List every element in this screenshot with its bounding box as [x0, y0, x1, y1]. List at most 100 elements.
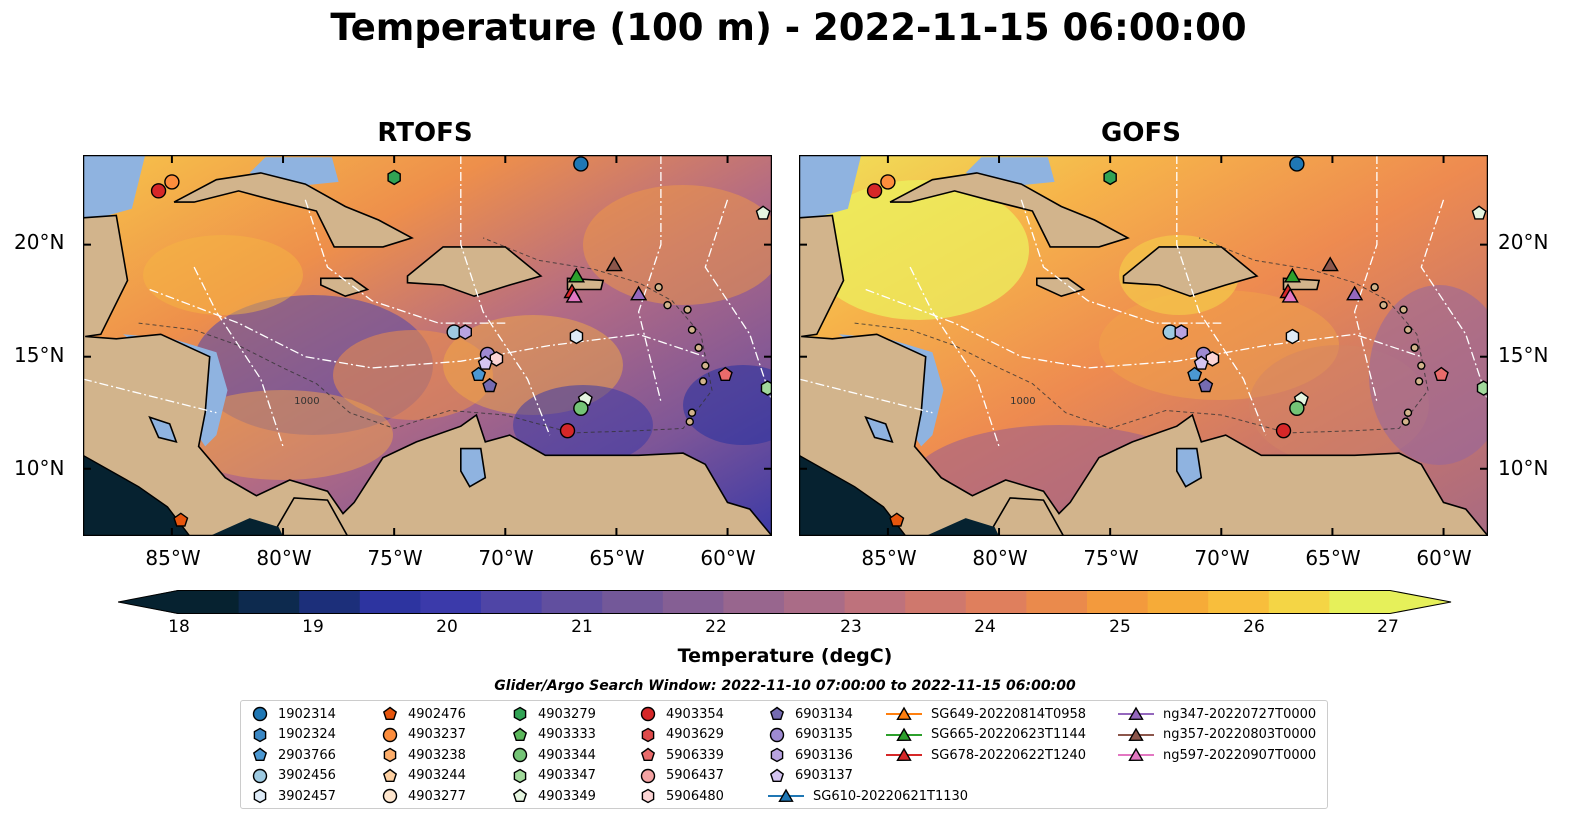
legend-item: SG665-20220623T1144 [886, 725, 1086, 745]
legend-pentagon-icon [382, 768, 398, 782]
legend-circle-icon [382, 727, 398, 742]
legend-item: ng597-20220907T0000 [1118, 745, 1316, 765]
legend-label: 5906480 [666, 788, 724, 804]
legend-label: 4903347 [538, 768, 596, 783]
temperature-anomaly [683, 365, 772, 445]
legend-item: 4903277 [381, 786, 466, 806]
legend-label: 4903279 [538, 706, 596, 722]
land-cordilleraCenter [270, 497, 349, 536]
colorbar-segment [965, 590, 1027, 614]
observation-marker [150, 183, 167, 199]
island [1401, 417, 1410, 426]
colorbar-segment [541, 590, 603, 614]
pacific-ocean [925, 518, 999, 536]
land-jamaica [320, 277, 370, 298]
legend-item: 5906480 [639, 786, 724, 806]
eez-boundary [637, 155, 662, 402]
legend-circle-icon [252, 706, 268, 722]
legend-item: ng347-20220727T0000 [1118, 704, 1316, 724]
legend-item: 1902314 [251, 704, 336, 724]
land-lakeMaracaibo [459, 447, 487, 488]
lon-label-70w-right: 70°W [1194, 546, 1250, 570]
lon-label-75w-right: 75°W [1083, 546, 1139, 570]
land-cuba [173, 172, 414, 248]
map-frame [83, 155, 772, 536]
gofs-map: 1000 [799, 155, 1488, 536]
legend-item: 4903244 [381, 766, 466, 786]
legend-label: 1902314 [278, 706, 336, 722]
island [1403, 408, 1413, 417]
eez-boundary [1176, 155, 1267, 436]
legend-label: SG610-20220621T1130 [813, 788, 969, 804]
temperature-anomaly [809, 180, 1029, 320]
legend-line-triangle-icon [1118, 747, 1154, 762]
observation-marker [1476, 380, 1488, 396]
eez-boundary [909, 266, 1000, 447]
colorbar-segment [238, 590, 300, 614]
land-jamaica [1036, 277, 1086, 298]
legend-hexagon-icon [513, 768, 527, 783]
legend-circle-icon [252, 768, 268, 783]
land-lakeMaracaibo [1175, 447, 1203, 488]
eez-boundary [193, 266, 284, 447]
lat-label-15n: 15°N [14, 343, 65, 367]
island [698, 377, 708, 386]
legend-label: SG678-20220622T1240 [931, 747, 1087, 763]
legend-line-triangle-icon [768, 788, 804, 803]
map-frame [799, 155, 1488, 536]
colorbar-segment [662, 590, 724, 614]
colorbar-segment [1329, 590, 1391, 614]
observation-marker [489, 351, 504, 367]
legend-line-triangle-icon [886, 747, 922, 762]
legend-item: ng357-20220803T0000 [1118, 725, 1316, 745]
colorbar-tick-21: 21 [571, 617, 593, 637]
lat-label-10n: 10°N [14, 456, 65, 480]
observation-marker [760, 380, 772, 396]
colorbar-segment [481, 590, 543, 614]
legend-label: 4903237 [408, 727, 466, 742]
legend-label: ng357-20220803T0000 [1163, 727, 1317, 742]
legend-item: 1902324 [251, 725, 336, 745]
panel-title-gofs: GOFS [1101, 118, 1181, 148]
island [1403, 325, 1413, 335]
legend-label: 2903766 [278, 747, 336, 763]
observation-marker [630, 285, 648, 301]
legend-line-triangle-icon [1118, 706, 1154, 721]
figure-title: Temperature (100 m) - 2022-11-15 06:00:0… [330, 6, 1247, 49]
lon-label-65w: 65°W [589, 546, 645, 570]
colorbar-tick-25: 25 [1109, 617, 1131, 637]
island [687, 325, 697, 335]
temperature-anomaly [143, 235, 303, 315]
legend-item: 5906437 [639, 766, 724, 786]
island [1410, 343, 1419, 352]
eez-boundary [1020, 199, 1222, 324]
legend-label: 4903344 [538, 747, 596, 763]
land-lakeNicaragua [864, 415, 894, 444]
island [1414, 377, 1424, 386]
lon-label-85w-right: 85°W [861, 546, 917, 570]
observation-marker [173, 512, 189, 527]
legend-label: 3902457 [278, 788, 336, 804]
observation-marker [458, 324, 472, 340]
colorbar-tick-19: 19 [302, 617, 324, 637]
legend-label: 5906437 [666, 768, 724, 783]
lon-label-80w: 80°W [256, 546, 312, 570]
lat-label-10n-right: 10°N [1498, 456, 1549, 480]
legend-label: 4902476 [408, 706, 466, 722]
legend-hexagon-icon [513, 706, 527, 722]
colorbar-extend-high [1390, 590, 1452, 614]
land-lakeNicaragua [148, 415, 178, 444]
legend-circle-icon [382, 788, 398, 804]
colorbar-segment [1268, 590, 1330, 614]
observation-marker [1346, 285, 1364, 301]
legend-item: 6903136 [768, 745, 853, 765]
legend-label: 6903134 [795, 706, 853, 722]
legend-item: 4903629 [639, 725, 724, 745]
legend-item: SG610-20220621T1130 [768, 786, 968, 806]
legend-pentagon-icon [640, 747, 656, 762]
eez-boundary [83, 378, 217, 414]
land-centralAmerica [83, 214, 772, 536]
legend-item: 6903135 [768, 725, 853, 745]
land-cordilleraCenter [986, 497, 1065, 536]
lon-label-75w: 75°W [367, 546, 423, 570]
